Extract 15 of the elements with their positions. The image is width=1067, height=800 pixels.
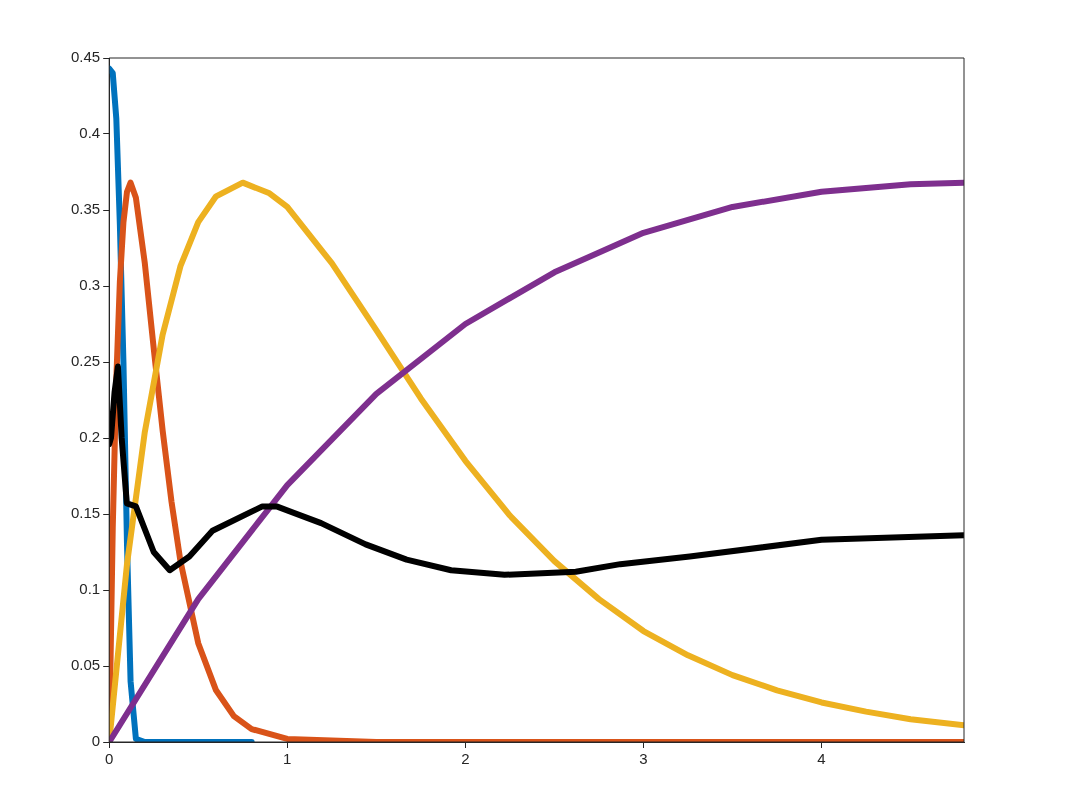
y-tick-label: 0.35 xyxy=(70,200,101,218)
x-tick-label: 4 xyxy=(817,750,826,768)
y-tick-label: 0.1 xyxy=(79,580,101,598)
y-tick-label: 0.2 xyxy=(79,428,101,446)
y-tick-label: 0 xyxy=(91,732,101,750)
y-tick-label: 0.05 xyxy=(70,656,101,674)
x-tick-label: 1 xyxy=(283,750,292,768)
y-tick-label: 0.3 xyxy=(79,276,101,294)
y-tick-label: 0.15 xyxy=(70,504,101,522)
x-tick-label: 0 xyxy=(105,750,114,768)
x-tick-label: 3 xyxy=(639,750,648,768)
y-tick-label: 0.45 xyxy=(70,48,101,66)
y-tick-label: 0.25 xyxy=(70,352,101,370)
x-tick-label: 2 xyxy=(461,750,470,768)
y-tick-label: 0.4 xyxy=(79,124,101,142)
